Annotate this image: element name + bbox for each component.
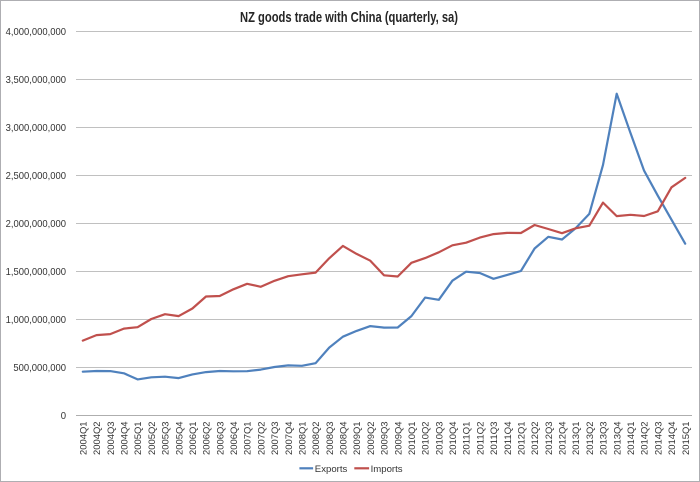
svg-text:2006Q3: 2006Q3 xyxy=(215,422,226,456)
svg-text:2014Q2: 2014Q2 xyxy=(640,422,651,456)
svg-text:2008Q3: 2008Q3 xyxy=(325,422,336,456)
svg-text:2010Q1: 2010Q1 xyxy=(407,422,418,456)
svg-text:2008Q4: 2008Q4 xyxy=(339,421,350,455)
svg-text:2006Q1: 2006Q1 xyxy=(188,422,199,456)
svg-text:2008Q2: 2008Q2 xyxy=(311,422,322,456)
svg-text:2004Q2: 2004Q2 xyxy=(92,422,103,456)
svg-text:2009Q4: 2009Q4 xyxy=(393,421,404,455)
svg-text:2007Q4: 2007Q4 xyxy=(284,421,295,455)
svg-text:2011Q1: 2011Q1 xyxy=(462,422,473,456)
svg-text:3,000,000,000: 3,000,000,000 xyxy=(6,122,67,134)
svg-text:2010Q4: 2010Q4 xyxy=(448,421,459,455)
svg-text:2008Q1: 2008Q1 xyxy=(298,422,309,456)
svg-text:0: 0 xyxy=(61,410,66,422)
svg-text:2009Q3: 2009Q3 xyxy=(380,422,391,456)
svg-text:2015Q1: 2015Q1 xyxy=(681,422,692,456)
svg-text:2005Q3: 2005Q3 xyxy=(161,422,172,456)
svg-text:2014Q1: 2014Q1 xyxy=(626,422,637,456)
svg-text:2005Q4: 2005Q4 xyxy=(174,421,185,455)
svg-text:NZ goods trade with China (qua: NZ goods trade with China (quarterly, sa… xyxy=(240,9,458,26)
svg-text:2012Q4: 2012Q4 xyxy=(558,421,569,455)
svg-text:2011Q2: 2011Q2 xyxy=(475,422,486,456)
svg-text:2010Q3: 2010Q3 xyxy=(434,422,445,456)
svg-text:2007Q3: 2007Q3 xyxy=(270,422,281,456)
svg-text:2004Q3: 2004Q3 xyxy=(106,422,117,456)
svg-text:2013Q1: 2013Q1 xyxy=(571,422,582,456)
svg-text:Exports: Exports xyxy=(315,464,348,475)
svg-text:2005Q1: 2005Q1 xyxy=(133,422,144,456)
svg-text:2014Q4: 2014Q4 xyxy=(667,421,678,455)
svg-text:2012Q3: 2012Q3 xyxy=(544,422,555,456)
svg-text:2,000,000,000: 2,000,000,000 xyxy=(6,218,67,230)
svg-text:3,500,000,000: 3,500,000,000 xyxy=(6,74,67,86)
svg-text:2013Q4: 2013Q4 xyxy=(612,421,623,455)
svg-text:Imports: Imports xyxy=(371,464,403,475)
svg-text:2004Q4: 2004Q4 xyxy=(120,421,131,455)
svg-text:2006Q4: 2006Q4 xyxy=(229,421,240,455)
svg-text:2,500,000,000: 2,500,000,000 xyxy=(6,170,67,182)
svg-text:2010Q2: 2010Q2 xyxy=(421,422,432,456)
svg-text:2012Q1: 2012Q1 xyxy=(517,422,528,456)
svg-text:4,000,000,000: 4,000,000,000 xyxy=(6,26,67,38)
svg-text:1,500,000,000: 1,500,000,000 xyxy=(6,266,67,278)
svg-text:2013Q2: 2013Q2 xyxy=(585,422,596,456)
svg-text:2007Q2: 2007Q2 xyxy=(256,422,267,456)
svg-text:2012Q2: 2012Q2 xyxy=(530,422,541,456)
svg-text:500,000,000: 500,000,000 xyxy=(13,362,66,374)
svg-text:2004Q1: 2004Q1 xyxy=(78,422,89,456)
svg-text:2007Q1: 2007Q1 xyxy=(243,422,254,456)
svg-text:2005Q2: 2005Q2 xyxy=(147,422,158,456)
svg-text:2009Q1: 2009Q1 xyxy=(352,422,363,456)
svg-text:2006Q2: 2006Q2 xyxy=(202,422,213,456)
svg-text:2009Q2: 2009Q2 xyxy=(366,422,377,456)
svg-text:2013Q3: 2013Q3 xyxy=(599,422,610,456)
svg-text:2011Q3: 2011Q3 xyxy=(489,422,500,456)
svg-text:2011Q4: 2011Q4 xyxy=(503,421,514,455)
svg-text:1,000,000,000: 1,000,000,000 xyxy=(6,314,67,326)
svg-text:2014Q3: 2014Q3 xyxy=(653,422,664,456)
